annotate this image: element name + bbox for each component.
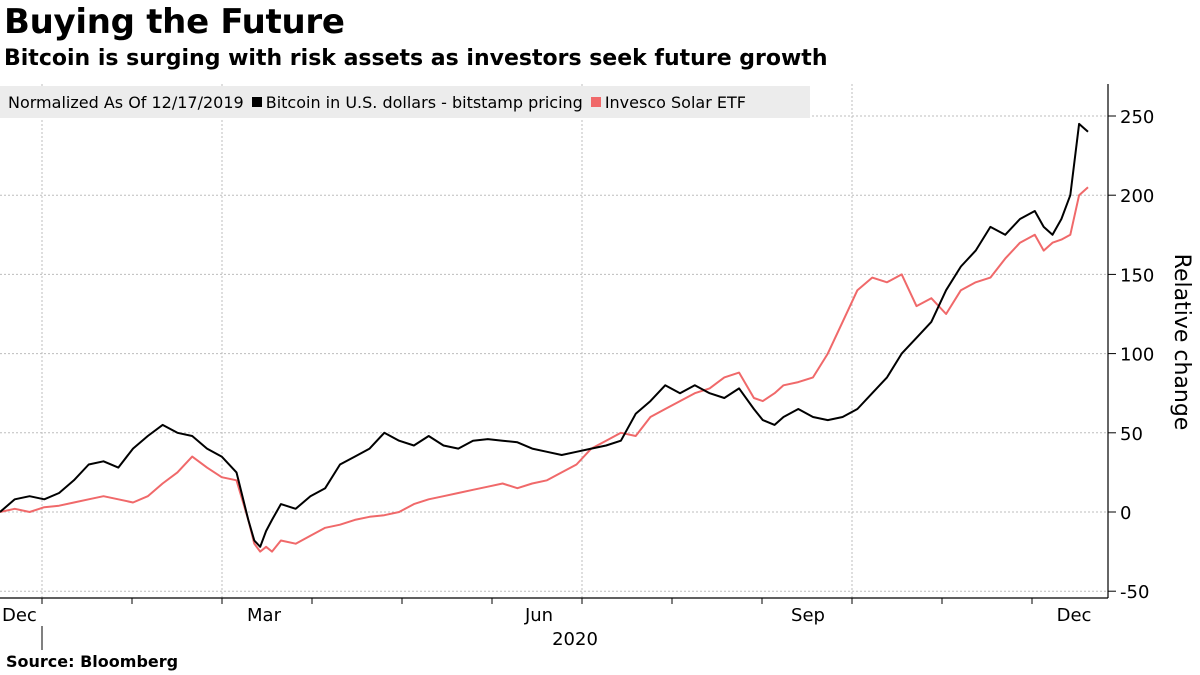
y-tick-label: 0 [1120,503,1131,524]
y-tick-label: 50 [1120,424,1143,445]
y-tick-label: 250 [1120,107,1154,128]
x-tick-label: Sep [791,605,825,626]
x-tick-label: Mar [247,605,282,626]
legend-item-bitcoin: Bitcoin in U.S. dollars - bitstamp prici… [251,92,583,112]
x-tick-label: Jun [524,605,553,626]
x-axis-year-label: 2020 [552,629,598,650]
legend-note: Normalized As Of 12/17/2019 [8,93,244,112]
axes [0,84,1116,650]
y-tick-label: 200 [1120,186,1154,207]
y-tick-label: 150 [1120,265,1154,286]
tick-labels: -50 0 50 100 150 200 250 Dec Mar Jun Sep Dec 2020 Rel… [2,107,1194,650]
y-tick-label: -50 [1120,582,1149,603]
gridlines [0,84,1108,598]
legend-label-solar-etf: Invesco Solar ETF [604,92,746,112]
x-tick-label: Dec [1057,605,1092,626]
source-note: Source: Bloomberg [6,652,179,671]
legend-item-solar-etf: Invesco Solar ETF [590,92,746,112]
legend: Normalized As Of 12/17/2019 Bitcoin in U… [0,86,810,118]
legend-swatch-solar-etf [590,97,601,107]
chart-title: Buying the Future [4,2,345,42]
x-tick-label: Dec [2,605,37,626]
series-lines [0,122,1089,553]
series-line-solar-etf [0,186,1089,553]
legend-note-label: Normalized As Of 12/17/2019 [8,92,244,112]
y-tick-label: 100 [1120,345,1154,366]
series-line-bitcoin [0,122,1089,548]
y-axis-label: Relative change [1169,254,1194,431]
chart-subtitle: Bitcoin is surging with risk assets as i… [4,46,828,71]
legend-swatch-bitcoin [251,97,262,107]
legend-label-bitcoin: Bitcoin in U.S. dollars - bitstamp prici… [265,92,583,112]
